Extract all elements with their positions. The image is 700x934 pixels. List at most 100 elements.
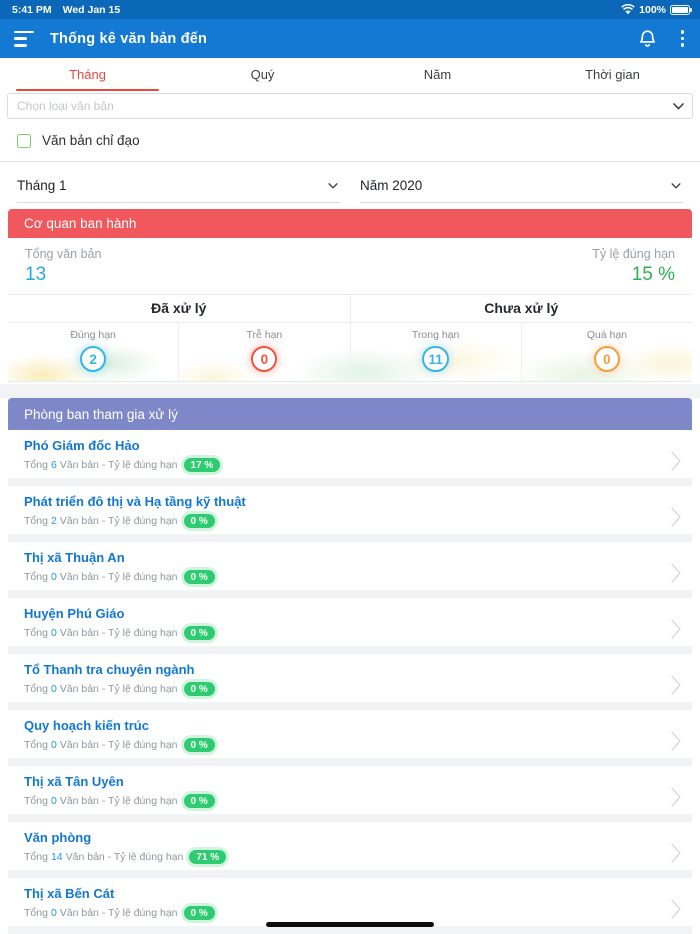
subtitle-middle: Văn bản - Tỷ lệ đúng hạn <box>65 851 184 863</box>
unprocessed-group-label: Chưa xử lý <box>484 300 559 316</box>
status-group-headers: Đã xử lý Chưa xử lý <box>8 295 692 323</box>
department-list-item[interactable]: Văn phòng Tổng 14 Văn bản - Tỷ lệ đúng h… <box>8 822 692 870</box>
tab[interactable]: Tháng <box>0 58 175 91</box>
battery-level <box>672 6 688 13</box>
chevron-right-icon <box>670 898 682 920</box>
status-date: Wed Jan 15 <box>62 3 121 16</box>
header-actions <box>638 28 687 49</box>
chevron-right-icon <box>670 506 682 528</box>
stat-cell-label: Trong hạn <box>411 329 460 341</box>
subtitle-prefix: Tổng <box>24 515 48 527</box>
department-info: Phát triển đô thị và Hạ tầng kỹ thuật Tổ… <box>24 493 246 528</box>
battery-percent: 100% <box>639 3 666 16</box>
department-list-item[interactable]: Thị xã Thuận An Tổng 0 Văn bản - Tỷ lệ đ… <box>8 542 692 590</box>
subtitle-prefix: Tổng <box>24 683 48 695</box>
directive-checkbox[interactable] <box>17 133 31 148</box>
department-subtitle: Tổng 2 Văn bản - Tỷ lệ đúng hạn 0 % <box>24 514 246 528</box>
total-documents-value: 13 <box>25 264 47 285</box>
department-subtitle: Tổng 0 Văn bản - Tỷ lệ đúng hạn 0 % <box>24 626 215 640</box>
period-row: Tháng 1 Năm 2020 <box>0 162 700 203</box>
department-info: Thị xã Tân Uyên Tổng 0 Văn bản - Tỷ lệ đ… <box>24 773 215 808</box>
stat-cell-value: 0 <box>251 346 278 372</box>
stat-cell-value: 0 <box>593 346 620 372</box>
department-name: Phát triển đô thị và Hạ tầng kỹ thuật <box>24 494 246 509</box>
subtitle-middle: Văn bản - Tỷ lệ đúng hạn <box>59 683 178 695</box>
divider <box>0 161 700 162</box>
hamburger-menu-icon[interactable] <box>14 30 36 47</box>
overflow-menu-icon[interactable] <box>679 28 687 49</box>
rate-badge: 0 % <box>183 514 215 528</box>
ontime-rate: Tỷ lệ đúng hạn 15 % <box>592 247 675 286</box>
department-total: 0 <box>50 627 57 639</box>
total-documents-label: Tổng văn bản <box>25 247 102 261</box>
battery-icon <box>670 4 692 15</box>
department-info: Thị xã Thuận An Tổng 0 Văn bản - Tỷ lệ đ… <box>24 549 215 584</box>
department-name: Quy hoạch kiến trúc <box>24 718 149 733</box>
chevron-right-icon <box>670 786 682 808</box>
app-header: Thống kê văn bản đến <box>0 19 700 58</box>
tab[interactable]: Năm <box>350 58 525 91</box>
home-indicator[interactable] <box>266 922 434 927</box>
tab-bar: Tháng Quý Năm Thời gian <box>0 58 700 91</box>
department-info: Văn phòng Tổng 14 Văn bản - Tỷ lệ đúng h… <box>24 829 227 864</box>
department-list-item[interactable]: Huyện Phú Giáo Tổng 0 Văn bản - Tỷ lệ đú… <box>8 598 692 646</box>
rate-badge: 0 % <box>183 794 215 808</box>
month-select-value: Tháng 1 <box>17 178 67 193</box>
rate-badge: 0 % <box>183 626 215 640</box>
department-list-item[interactable]: Phát triển đô thị và Hạ tầng kỹ thuật Tổ… <box>8 486 692 534</box>
chevron-right-icon <box>670 730 682 752</box>
stat-cell-label: Quá hạn <box>586 329 628 341</box>
subtitle-prefix: Tổng <box>24 571 48 583</box>
rate-badge: 0 % <box>183 682 215 696</box>
department-subtitle: Tổng 0 Văn bản - Tỷ lệ đúng hạn 0 % <box>24 570 215 584</box>
chevron-right-icon <box>670 842 682 864</box>
ontime-rate-value: 15 % <box>631 264 675 285</box>
chevron-right-icon <box>670 618 682 640</box>
subtitle-middle: Văn bản - Tỷ lệ đúng hạn <box>59 739 178 751</box>
department-name: Thị xã Bến Cát <box>24 886 115 901</box>
department-info: Quy hoạch kiến trúc Tổng 0 Văn bản - Tỷ … <box>24 717 215 752</box>
department-subtitle: Tổng 6 Văn bản - Tỷ lệ đúng hạn 17 % <box>24 458 221 472</box>
tab[interactable]: Quý <box>175 58 350 91</box>
notification-bell-icon[interactable] <box>638 29 657 49</box>
department-info: Thị xã Bến Cát Tổng 0 Văn bản - Tỷ lệ đú… <box>24 885 215 920</box>
stat-cell-label: Đúng hạn <box>70 329 116 341</box>
subtitle-middle: Văn bản - Tỷ lệ đúng hạn <box>59 907 178 919</box>
department-name: Tổ Thanh tra chuyên ngành <box>24 662 195 677</box>
tab-label: Quý <box>250 67 275 82</box>
stat-cell: Quá hạn 0 <box>522 323 692 381</box>
department-list-item[interactable]: Thị xã Tân Uyên Tổng 0 Văn bản - Tỷ lệ đ… <box>8 766 692 814</box>
department-total: 14 <box>50 851 63 863</box>
month-select[interactable]: Tháng 1 <box>17 174 340 203</box>
rate-badge: 0 % <box>183 906 215 920</box>
department-name: Văn phòng <box>24 830 92 845</box>
wifi-icon <box>621 4 635 15</box>
tab[interactable]: Thời gian <box>525 58 700 91</box>
department-list-item[interactable]: Phó Giám đốc Hảo Tổng 6 Văn bản - Tỷ lệ … <box>8 430 692 478</box>
directive-checkbox-row[interactable]: Văn bản chỉ đạo <box>0 119 700 160</box>
department-list-item[interactable]: Thị xã Bến Cát Tổng 0 Văn bản - Tỷ lệ đú… <box>8 878 692 926</box>
subtitle-prefix: Tổng <box>24 795 48 807</box>
department-subtitle: Tổng 0 Văn bản - Tỷ lệ đúng hạn 0 % <box>24 738 215 752</box>
department-subtitle: Tổng 0 Văn bản - Tỷ lệ đúng hạn 0 % <box>24 794 215 808</box>
subtitle-prefix: Tổng <box>24 459 48 471</box>
chevron-right-icon <box>670 450 682 472</box>
subtitle-middle: Văn bản - Tỷ lệ đúng hạn <box>59 627 178 639</box>
year-select[interactable]: Năm 2020 <box>360 174 683 203</box>
active-tab-underline <box>15 89 160 91</box>
document-type-select[interactable]: Chọn loại văn bản <box>7 93 693 119</box>
department-total: 2 <box>50 515 57 527</box>
stat-cell-value: 11 <box>422 346 449 372</box>
page-title: Thống kê văn bản đến <box>50 30 208 47</box>
chevron-down-icon <box>671 182 681 189</box>
subtitle-prefix: Tổng <box>24 627 48 639</box>
department-list-item[interactable]: Quy hoạch kiến trúc Tổng 0 Văn bản - Tỷ … <box>8 710 692 758</box>
department-list-item[interactable]: Tổ Thanh tra chuyên ngành Tổng 0 Văn bản… <box>8 654 692 702</box>
status-left: 5:41 PM Wed Jan 15 <box>12 4 128 16</box>
section-gap <box>0 384 700 398</box>
department-list: Phó Giám đốc Hảo Tổng 6 Văn bản - Tỷ lệ … <box>8 430 692 934</box>
departments-header: Phòng ban tham gia xử lý <box>8 398 692 430</box>
tab-label: Năm <box>423 67 452 82</box>
department-name: Huyện Phú Giáo <box>24 606 125 621</box>
department-name: Thị xã Thuận An <box>24 550 125 565</box>
